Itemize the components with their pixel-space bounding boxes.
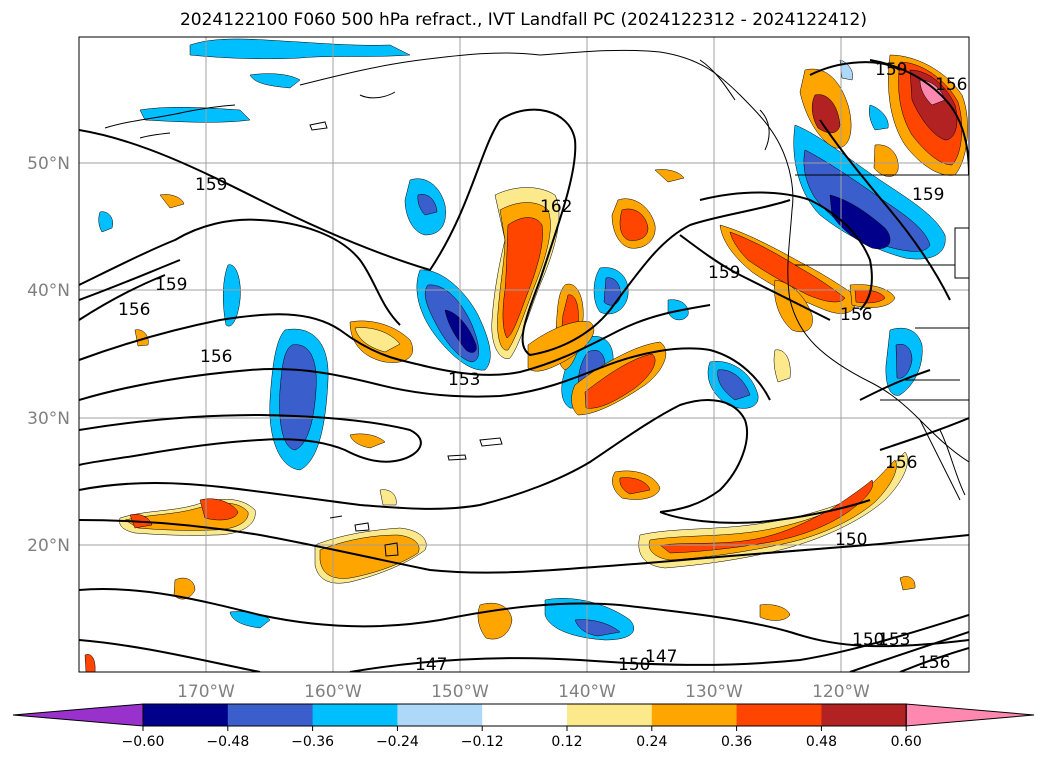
colorbar-segment <box>651 704 738 726</box>
colorbar-segment <box>482 704 568 726</box>
colorbar-border <box>142 703 907 727</box>
colorbar-extend-low <box>12 703 144 727</box>
contour-label: 156 <box>200 347 232 367</box>
colorbar-segment <box>567 704 653 726</box>
contour-label: 159 <box>155 275 187 295</box>
contour-label: 150 <box>835 530 867 550</box>
contour-label: 159 <box>875 60 907 80</box>
contour-label: 156 <box>918 653 950 673</box>
contour-label: 156 <box>935 75 967 95</box>
colorbar-tick-label: 0.60 <box>891 734 922 750</box>
lon-label: 140°W <box>558 682 616 702</box>
lon-label: 160°W <box>304 682 362 702</box>
map-frame <box>78 36 970 673</box>
lat-label: 50°N <box>27 154 70 174</box>
lon-label: 120°W <box>812 682 870 702</box>
lon-label: 170°W <box>177 682 235 702</box>
lon-label: 130°W <box>685 682 743 702</box>
colorbar-tick-label: −0.24 <box>376 734 419 750</box>
colorbar-segment <box>821 704 907 726</box>
contour-label: 159 <box>195 175 227 195</box>
colorbar-segment <box>143 704 229 726</box>
contour-label: 156 <box>885 453 917 473</box>
colorbar-segment <box>397 704 483 726</box>
colorbar-segment <box>227 704 314 726</box>
colorbar: −0.60 −0.48 −0.36 −0.24 −0.12 0.12 0.24 0.36 0.4… <box>12 703 1035 750</box>
lon-label: 150°W <box>431 682 489 702</box>
colorbar-tick-label: 0.24 <box>636 734 667 750</box>
contour-label: 156 <box>840 305 872 325</box>
contour-label: 159 <box>708 263 740 283</box>
colorbar-tick-label: 0.12 <box>551 734 582 750</box>
colorbar-segment <box>736 704 822 726</box>
contour-label: 153 <box>448 370 480 390</box>
colorbar-tick-label: −0.60 <box>122 734 165 750</box>
contour-label: 162 <box>540 197 572 217</box>
contour-label: 147 <box>645 647 677 667</box>
contour-lines <box>79 59 969 672</box>
contour-label: 147 <box>415 655 447 675</box>
contour-label: 150 <box>618 655 650 675</box>
contour-label: 159 <box>912 185 944 205</box>
coastlines <box>104 49 969 557</box>
contour-label: 150 <box>852 630 884 650</box>
lat-label: 40°N <box>27 281 70 301</box>
colorbar-segment <box>312 704 398 726</box>
colorbar-extend-high <box>905 703 1035 727</box>
contour-labels: 159 159 159 159 159 156 156 156 156 156 … <box>118 60 967 675</box>
lat-label: 30°N <box>27 409 70 429</box>
colorbar-tick-label: 0.36 <box>721 734 752 750</box>
colorbar-tick-label: −0.36 <box>291 734 334 750</box>
latitude-labels: 50°N 40°N 30°N 20°N <box>27 154 70 556</box>
contour-label: 153 <box>878 630 910 650</box>
map-title: 2024122100 F060 500 hPa refract., IVT La… <box>179 10 867 30</box>
lat-label: 20°N <box>27 536 70 556</box>
colorbar-tick-label: −0.48 <box>206 734 249 750</box>
colorbar-tick-label: −0.12 <box>461 734 504 750</box>
longitude-labels: 170°W 160°W 150°W 140°W 130°W 120°W <box>177 682 870 702</box>
contour-label: 156 <box>118 300 150 320</box>
graticule <box>79 37 969 672</box>
colorbar-tick-label: 0.48 <box>806 734 837 750</box>
